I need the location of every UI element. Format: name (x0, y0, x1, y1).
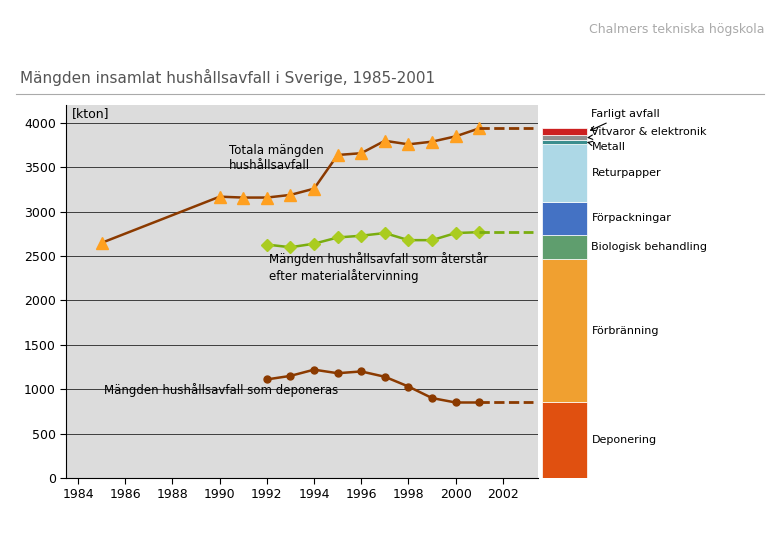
Text: Totala mängden
hushållsavfall: Totala mängden hushållsavfall (229, 144, 324, 172)
Bar (542, 129, 587, 136)
Text: Biologisk behandling: Biologisk behandling (591, 242, 707, 252)
Text: Farligt avfall: Farligt avfall (590, 109, 660, 131)
Text: Mängden hushållsavfall som deponeras: Mängden hushållsavfall som deponeras (104, 383, 339, 397)
Text: Mängden insamlat hushållsavfall i Sverige, 1985-2001: Mängden insamlat hushållsavfall i Sverig… (20, 69, 434, 86)
Text: Returpapper: Returpapper (591, 168, 661, 178)
Bar (542, 402, 587, 478)
Text: Deponering: Deponering (591, 435, 657, 445)
Bar (542, 235, 587, 259)
Text: Mängden hushållsavfall som återstår
efter materialåtervinning: Mängden hushållsavfall som återstår efte… (269, 253, 488, 282)
Bar (542, 140, 587, 144)
Text: Metall: Metall (588, 141, 626, 152)
Bar (542, 144, 587, 202)
Text: CHALMERS: CHALMERS (14, 20, 142, 40)
Text: Institutionen för energiteknik: Institutionen för energiteknik (14, 516, 196, 529)
Text: Förbränning: Förbränning (591, 326, 659, 336)
Text: Chalmers tekniska högskola: Chalmers tekniska högskola (589, 23, 764, 37)
Text: Förpackningar: Förpackningar (591, 213, 672, 224)
Bar (542, 136, 587, 140)
Bar (542, 202, 587, 235)
Text: [kton]: [kton] (72, 107, 109, 120)
Text: Vitvaror & elektronik: Vitvaror & elektronik (588, 127, 707, 139)
Bar (542, 259, 587, 402)
